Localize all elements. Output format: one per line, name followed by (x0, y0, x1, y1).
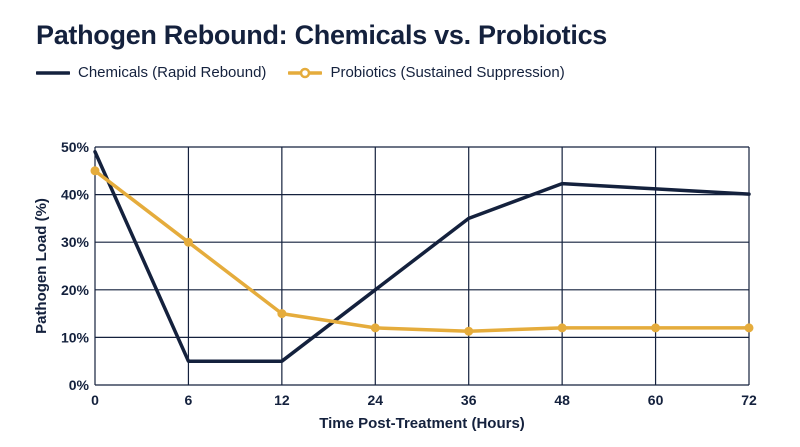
data-point-1 (464, 326, 474, 336)
y-tick-label: 0% (69, 377, 90, 393)
data-point-1 (277, 309, 287, 319)
series-group (90, 150, 754, 363)
y-axis-label: Pathogen Load (%) (33, 198, 50, 334)
series-line-1 (93, 169, 751, 333)
chart-title: Pathogen Rebound: Chemicals vs. Probioti… (36, 20, 607, 50)
legend: Chemicals (Rapid Rebound) Probiotics (Su… (36, 64, 587, 81)
legend-swatch-chemicals (36, 70, 70, 75)
legend-swatch-probiotics (288, 67, 323, 78)
x-tick-label: 12 (274, 392, 290, 408)
x-tick-label: 36 (461, 392, 477, 408)
grid (94, 146, 750, 386)
x-axis-label: Time Post-Treatment (Hours) (319, 415, 525, 432)
y-tick-label: 20% (61, 282, 90, 298)
data-point-1 (744, 323, 754, 333)
tick-labels: 0% 10% 20% 30% 40% 50% 0 6 12 24 36 48 60 72 (61, 139, 757, 408)
data-point-1 (90, 166, 100, 176)
x-tick-label: 60 (648, 392, 664, 408)
series-line-0 (93, 150, 751, 363)
legend-item-chemicals: Chemicals (Rapid Rebound) (36, 64, 266, 81)
y-tick-label: 10% (61, 329, 90, 345)
legend-label-probiotics: Probiotics (Sustained Suppression) (330, 64, 565, 81)
x-tick-label: 48 (554, 392, 570, 408)
data-point-1 (370, 323, 380, 333)
data-point-1 (557, 323, 567, 333)
x-tick-label: 24 (367, 392, 383, 408)
data-point-1 (651, 323, 661, 333)
x-tick-label: 0 (91, 392, 99, 408)
data-point-1 (183, 237, 193, 247)
y-tick-label: 30% (61, 234, 90, 250)
y-tick-label: 40% (61, 187, 90, 203)
y-tick-label: 50% (61, 139, 90, 155)
legend-label-chemicals: Chemicals (Rapid Rebound) (78, 64, 267, 81)
legend-item-probiotics: Probiotics (Sustained Suppression) (288, 64, 565, 81)
x-tick-label: 72 (741, 392, 757, 408)
x-tick-label: 6 (185, 392, 193, 408)
